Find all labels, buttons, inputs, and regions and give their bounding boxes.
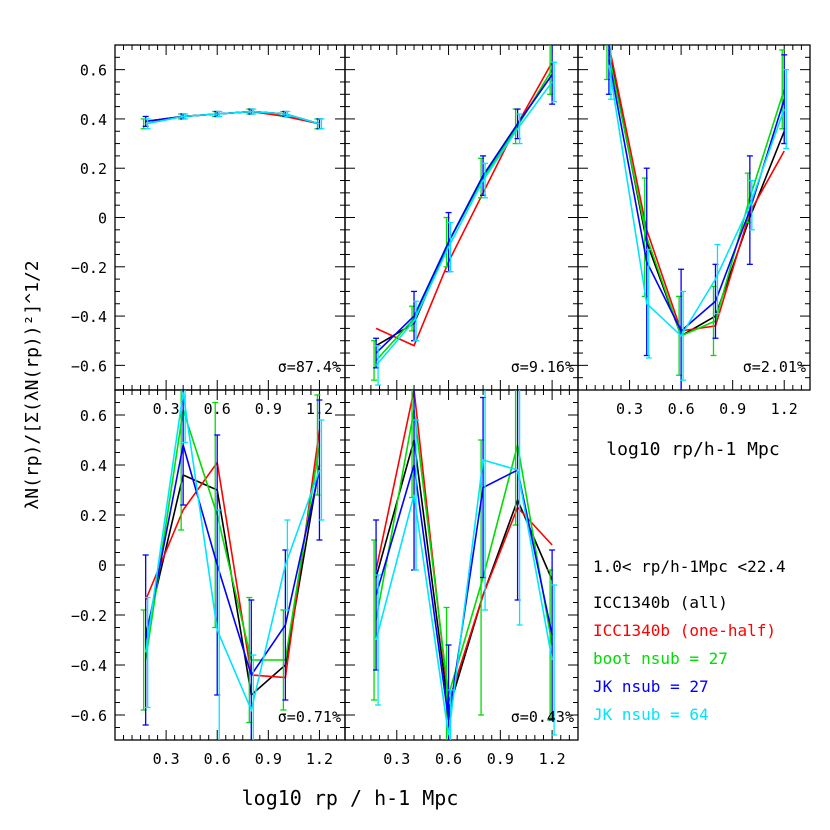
y-tick-label: 0.6 (80, 407, 107, 425)
series-1 (375, 439, 553, 711)
x-tick-label: 0.9 (719, 400, 746, 418)
y-tick-label: 0.4 (80, 457, 107, 475)
y-tick-label: −0.4 (71, 308, 107, 326)
y-tick-label: −0.6 (71, 357, 107, 375)
series-3 (371, 390, 554, 740)
series-line (375, 74, 553, 354)
series-5 (375, 61, 558, 386)
panel-frame (577, 44, 811, 391)
series-line (375, 439, 553, 711)
series-3 (140, 390, 321, 724)
series-4 (373, 390, 556, 740)
series-1 (608, 49, 785, 337)
panels-layer: −0.6 −0.4 −0.2 0 0.2 0.4 0.6 0.3 0.6 0.9 1.2 σ=87.4… (71, 44, 811, 768)
x-tick-label: 0.9 (255, 400, 282, 418)
series-line (375, 409, 553, 696)
legend-entry-icc-half: ICC1340b (one-half) (593, 621, 776, 640)
panel-5: 0.3 0.6 0.9 1.2 σ=0.43% (344, 389, 579, 768)
panel-4: −0.6 −0.4 −0.2 0 0.2 0.4 0.6 0.3 0.6 0.9 1.2 σ=0.71… (71, 389, 346, 768)
series-line (144, 392, 321, 713)
series-line (608, 59, 785, 333)
series-2 (144, 429, 321, 679)
series-line (375, 74, 553, 347)
series-line (375, 458, 553, 736)
x-tick-label: 1.2 (306, 750, 333, 768)
x-tick-label: 0.3 (616, 400, 643, 418)
legend-range: 1.0< rp/h-1Mpc <22.4 (593, 557, 786, 576)
x-tick-label: 0.9 (255, 750, 282, 768)
x-tick-label: 0.6 (668, 400, 695, 418)
x-tick-label: 1.2 (771, 400, 798, 418)
x-axis-label-right: log10 rp/h-1 Mpc (606, 439, 779, 460)
panel-3: 0.3 0.6 0.9 1.2 σ=2.01% (577, 44, 811, 418)
sigma-label: σ=0.43% (511, 708, 574, 726)
x-tick-label: 1.2 (539, 750, 566, 768)
series-line (375, 61, 553, 347)
y-tick-label: −0.6 (71, 707, 107, 725)
x-tick-label: 0.6 (204, 400, 231, 418)
y-tick-label: 0 (98, 557, 107, 575)
series-1 (375, 74, 553, 347)
y-tick-label: −0.2 (71, 259, 107, 277)
series-line (144, 444, 321, 677)
x-tick-label: 0.6 (204, 750, 231, 768)
series-line (375, 81, 553, 366)
series-line (144, 409, 321, 661)
legend-entry-jk64: JK nsub = 64 (593, 705, 709, 724)
series-line (145, 110, 320, 125)
series-line (375, 464, 553, 721)
legend: 1.0< rp/h-1Mpc <22.4 ICC1340b (all) ICC1… (593, 557, 786, 724)
series-2 (608, 44, 785, 332)
y-tick-label: −0.4 (71, 657, 107, 675)
legend-entry-boot27: boot nsub = 27 (593, 649, 728, 668)
panel-frame (114, 44, 346, 391)
panel-1: −0.6−0.4−0.200.20.40.60.3 0.6 0.9 1.2σ=87.4… (71, 44, 346, 418)
sigma-label: σ=87.4% (278, 358, 341, 376)
x-tick-label: 0.3 (153, 400, 180, 418)
series-5 (144, 108, 325, 130)
sigma-label: σ=0.71% (278, 708, 341, 726)
series-line (608, 54, 785, 337)
sigma-label: σ=9.16% (511, 358, 574, 376)
series-5 (375, 390, 558, 740)
series-5 (607, 45, 790, 381)
y-tick-label: 0.2 (80, 507, 107, 525)
panel-2: σ=9.16% (344, 44, 579, 391)
y-tick-label: 0 (98, 210, 107, 228)
x-tick-label: 0.3 (383, 750, 410, 768)
y-tick-label: −0.2 (71, 607, 107, 625)
x-tick-label: 0.6 (435, 750, 462, 768)
series-3 (371, 45, 554, 381)
y-tick-label: 0.2 (80, 160, 107, 178)
series-2 (375, 61, 553, 347)
series-line (608, 64, 785, 338)
series-line (608, 49, 785, 337)
series-4 (373, 45, 556, 369)
legend-entry-jk27: JK nsub = 27 (593, 677, 709, 696)
series-line (144, 429, 321, 679)
series-4 (142, 390, 323, 740)
x-tick-label: 0.9 (487, 750, 514, 768)
y-tick-label: 0.4 (80, 111, 107, 129)
x-tick-label: 0.3 (153, 750, 180, 768)
sigma-label: σ=2.01% (743, 358, 806, 376)
series-line (608, 44, 785, 332)
y-tick-label: 0.6 (80, 62, 107, 80)
legend-entry-icc-all: ICC1340b (all) (593, 593, 728, 612)
series-2 (375, 389, 553, 703)
series-line (375, 389, 553, 703)
y-axis-label: λN(rp)/[Σ(λN(rp))²]^1/2 (22, 260, 43, 509)
x-axis-label-bottom: log10 rp / h-1 Mpc (242, 786, 459, 810)
series-5 (144, 390, 325, 740)
